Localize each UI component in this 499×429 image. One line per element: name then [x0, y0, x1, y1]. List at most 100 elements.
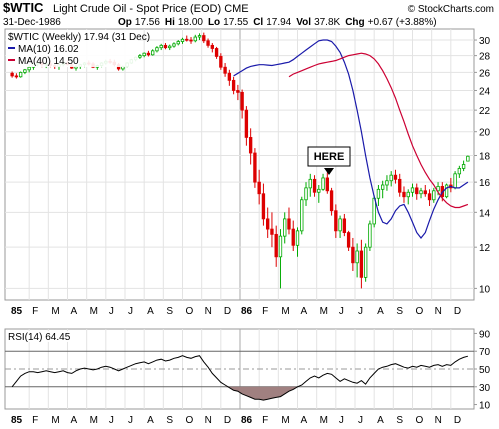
quote-line: 31-Dec-1986 Op 17.56 Hi 18.00 Lo 17.55 Cl 17.94 V…: [3, 17, 437, 28]
x-tick-label: A: [147, 306, 154, 317]
rsi-reference-lines: [5, 350, 474, 388]
candle-body-up: [283, 218, 287, 237]
x-tick-label: S: [396, 306, 403, 317]
y-tick-label: 16: [479, 178, 491, 189]
candle-body-up: [432, 190, 436, 201]
candle-body-down: [14, 75, 19, 78]
candle-body-down: [351, 246, 355, 264]
candle-body-up: [172, 43, 176, 47]
candle-body-up: [180, 38, 185, 42]
candle-body-down: [342, 218, 347, 233]
candle-body-up: [368, 223, 372, 248]
candle-body-down: [266, 218, 270, 230]
candle-body-up: [363, 246, 368, 278]
x-tick-label: A: [301, 415, 308, 426]
x-tick-label: J: [128, 306, 133, 317]
y-tick-label: 10: [479, 401, 491, 412]
x-tick-label: M: [51, 415, 59, 426]
x-tick-label: M: [90, 415, 98, 426]
candle-body-up: [457, 168, 462, 175]
x-tick-label: F: [32, 415, 38, 426]
candle-body-up: [338, 218, 342, 232]
candle-body-down: [206, 40, 210, 46]
candle-body-up: [138, 55, 142, 58]
ma10-line: [233, 39, 469, 239]
candle-body-down: [334, 210, 338, 232]
candle-body-down: [261, 193, 266, 220]
candle-body-up: [389, 174, 393, 182]
candle-body-up: [18, 71, 23, 78]
candle-body-up: [444, 184, 449, 198]
x-tick-label: 85: [11, 306, 23, 317]
rsi-oversold-fill: [12, 386, 468, 401]
x-tick-label: 86: [241, 306, 253, 317]
candle-body-up: [295, 230, 300, 246]
y-tick-label: 10: [479, 284, 491, 295]
x-tick-label: F: [32, 306, 38, 317]
y-tick-label: 18: [479, 152, 491, 163]
x-tick-label: M: [320, 415, 328, 426]
x-tick-label: N: [435, 415, 442, 426]
candle-body-up: [159, 44, 163, 49]
x-tick-label: O: [186, 415, 194, 426]
price-panel: 10 12 14 16 18 20 22 24 26 28 30 $WTIC (Weekly) 17…: [4, 28, 491, 301]
x-tick-label: J: [109, 306, 114, 317]
x-tick-label: D: [454, 306, 461, 317]
candle-body-up: [419, 190, 423, 195]
x-tick-label: N: [435, 306, 442, 317]
candle-body-up: [151, 50, 155, 56]
x-tick-label: O: [186, 306, 194, 317]
candle-body-up: [23, 69, 27, 73]
rsi-y-axis: 10 30 50 70 90: [474, 329, 491, 412]
x-tick-label: M: [90, 306, 98, 317]
candle-body-down: [236, 90, 240, 93]
candle-body-down: [325, 177, 329, 192]
candle-body-up: [300, 199, 304, 232]
candle-body-down: [210, 44, 214, 49]
candle-body-down: [202, 35, 206, 42]
instrument-name: Light Crude Oil - Spot Price (EOD) CME: [53, 3, 249, 15]
y-tick-label: 30: [479, 36, 491, 47]
x-tick-label: A: [71, 415, 78, 426]
x-tick-label: J: [358, 415, 363, 426]
x-tick-label: 86: [241, 415, 253, 426]
candle-body-up: [278, 235, 283, 258]
candle-body-down: [214, 48, 219, 57]
x-tick-label: A: [71, 306, 78, 317]
candle-body-down: [248, 137, 253, 154]
x-tick-label: O: [416, 415, 424, 426]
legend-title: $WTIC (Weekly) 17.94 (31 Dec): [8, 32, 150, 43]
y-tick-label: 28: [479, 52, 491, 63]
x-tick-label: N: [205, 306, 212, 317]
candle-body-down: [329, 190, 334, 212]
candle-body-up: [381, 184, 385, 190]
x-tick-label: S: [166, 306, 173, 317]
rsi-legend-label: RSI(14) 64.45: [8, 332, 71, 343]
ma40-line: [288, 52, 469, 209]
y-tick-label: 90: [479, 329, 491, 340]
candle-body-down: [274, 233, 278, 258]
candle-body-down: [398, 178, 402, 193]
candle-body-down: [393, 174, 398, 180]
candle-body-down: [244, 109, 249, 138]
x-tick-label: D: [224, 415, 231, 426]
legend-background: [6, 30, 138, 67]
candle-body-up: [376, 188, 381, 199]
x-tick-label: A: [377, 415, 384, 426]
y-tick-label: 26: [479, 68, 491, 79]
ma10-legend-label: MA(10) 16.02: [18, 44, 79, 55]
symbol-title: $WTIC: [3, 0, 44, 15]
x-tick-label: M: [320, 306, 328, 317]
candle-body-down: [10, 72, 14, 77]
here-callout: HERE: [307, 146, 351, 175]
candle-body-down: [253, 152, 257, 183]
y-tick-label: 22: [479, 106, 491, 117]
x-tick-label: M: [281, 306, 289, 317]
candle-body-up: [466, 155, 470, 162]
x-tick-label: S: [166, 415, 173, 426]
candle-body-up: [436, 186, 440, 192]
candle-body-up: [176, 41, 180, 45]
x-tick-label: S: [396, 415, 403, 426]
rsi-panel: 10 30 50 70 90 RSI(14) 64.45: [4, 328, 491, 412]
